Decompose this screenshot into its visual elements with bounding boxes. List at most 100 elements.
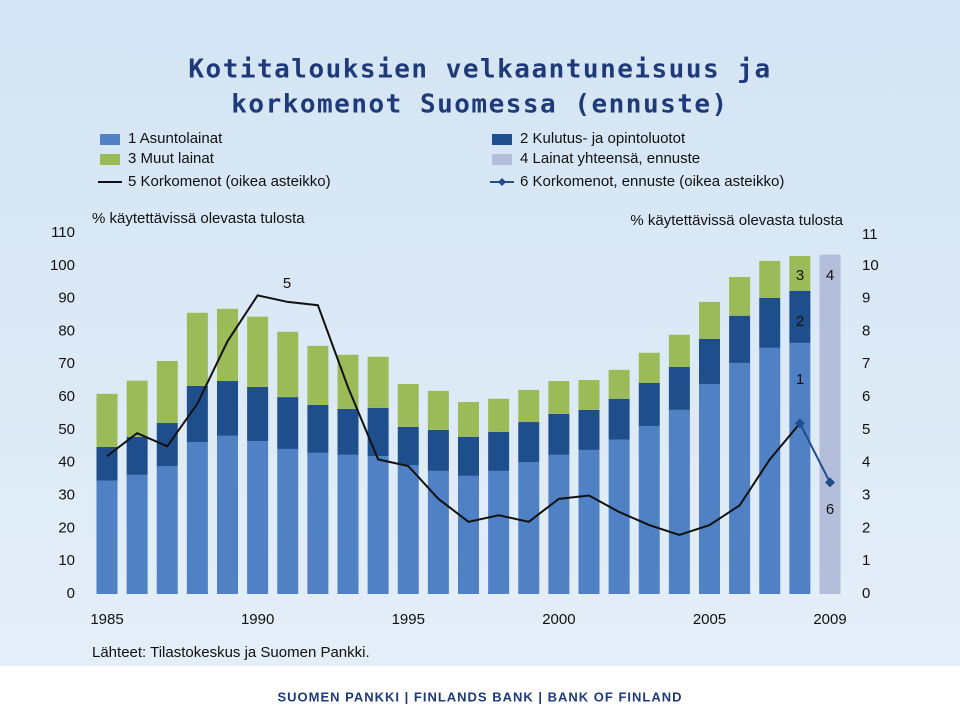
y-tick-label: 60 — [58, 388, 75, 405]
y2-tick-label: 6 — [862, 388, 870, 405]
legend-label: 5 Korkomenot (oikea asteikko) — [128, 173, 331, 190]
bar-segment — [608, 439, 630, 594]
y2-tick-label: 7 — [862, 355, 870, 372]
x-tick-label: 1990 — [241, 611, 274, 628]
bar-segment — [578, 449, 600, 594]
bar-segment — [337, 454, 359, 594]
bar-segment — [427, 429, 449, 471]
bar-segment — [96, 393, 118, 447]
bar-segment — [729, 315, 751, 363]
legend-label: 4 Lainat yhteensä, ennuste — [520, 150, 700, 167]
legend-label: 3 Muut lainat — [128, 150, 215, 167]
bar-segment — [307, 452, 329, 594]
bar-segment — [759, 347, 781, 594]
bar-segment — [488, 470, 510, 594]
bar-segment — [307, 404, 329, 453]
bar-segment — [156, 360, 178, 424]
bar-segment — [729, 276, 751, 316]
bar-segment — [789, 342, 811, 594]
annotation: 1 — [796, 371, 804, 388]
legend-marker — [498, 178, 506, 186]
bar-segment — [337, 354, 359, 409]
y2-tick-label: 5 — [862, 421, 870, 438]
legend-swatch — [100, 154, 120, 165]
bar-segment — [518, 462, 540, 594]
y2-tick-label: 2 — [862, 519, 870, 536]
bar-segment — [729, 362, 751, 594]
bar-segment — [156, 423, 178, 467]
x-tick-label: 1995 — [392, 611, 425, 628]
bar-segment — [427, 390, 449, 430]
bar-segment — [608, 398, 630, 440]
x-tick-label: 1985 — [90, 611, 123, 628]
bar-segment — [126, 474, 148, 594]
footer-band — [0, 666, 960, 707]
bar-segment — [186, 442, 208, 594]
bar-segment — [699, 339, 720, 384]
line-marker — [794, 418, 805, 429]
annotation: 6 — [826, 501, 834, 518]
bar-segment — [217, 381, 238, 436]
y-tick-label: 30 — [58, 487, 75, 504]
bar-segment — [247, 386, 269, 442]
bar-segment — [156, 466, 178, 594]
line — [106, 294, 801, 536]
bar-segment — [126, 436, 148, 475]
annotation: 4 — [826, 267, 834, 284]
legend-label: 2 Kulutus- ja opintoluotot — [520, 130, 686, 147]
y2-tick-label: 11 — [862, 226, 878, 243]
bar-segment — [668, 334, 690, 367]
source: Lähteet: Tilastokeskus ja Suomen Pankki. — [92, 644, 370, 661]
y-tick-label: 10 — [58, 552, 75, 569]
y-tick-label: 0 — [67, 585, 75, 602]
bar-segment — [458, 402, 479, 437]
bar-segment — [277, 397, 299, 449]
bar-segment — [307, 345, 329, 405]
bar-segment — [96, 480, 118, 594]
bar-segment — [367, 407, 389, 457]
bar-segment — [96, 446, 118, 481]
y2-tick-label: 3 — [862, 487, 870, 504]
bar-segment — [578, 409, 600, 450]
bar-segment — [819, 254, 841, 594]
y-tick-label: 90 — [58, 290, 75, 307]
y-tick-label: 40 — [58, 454, 75, 471]
y2-tick-label: 10 — [862, 257, 879, 274]
legend-swatch — [492, 154, 512, 165]
line — [798, 422, 831, 483]
y-tick-label: 70 — [58, 355, 75, 372]
chart-title: Kotitalouksien velkaantuneisuus ja — [188, 55, 771, 85]
bar-segment — [488, 398, 510, 432]
bar-segment — [277, 331, 299, 398]
bar-segment — [458, 475, 479, 594]
x-tick-label: 2009 — [813, 611, 846, 628]
line-marker — [825, 477, 835, 488]
y-tick-label: 80 — [58, 322, 75, 339]
bar-segment — [247, 441, 269, 594]
bar-segment — [397, 426, 419, 466]
annotation: 5 — [283, 275, 291, 292]
bar-segment — [277, 448, 299, 594]
y-tick-label: 50 — [58, 421, 75, 438]
bar-segment — [548, 381, 570, 414]
bar-segment — [217, 435, 238, 594]
legend-label: 1 Asuntolainat — [128, 130, 223, 147]
bar-segment — [699, 301, 720, 340]
bar-segment — [789, 290, 811, 343]
legend-swatch — [100, 134, 120, 145]
bar-segment — [217, 308, 238, 382]
annotation: 2 — [796, 313, 804, 330]
bar-segment — [126, 380, 148, 437]
y2-tick-label: 0 — [862, 585, 870, 602]
bar-segment — [548, 413, 570, 455]
y-tick-label: 100 — [50, 257, 75, 274]
bar-segment — [668, 366, 690, 410]
y2-tick-label: 9 — [862, 290, 870, 307]
bar-segment — [578, 380, 600, 410]
y2-tick-label: 1 — [862, 552, 870, 569]
chart-title: korkomenot Suomessa (ennuste) — [231, 90, 728, 120]
bar-segment — [759, 260, 781, 298]
x-tick-label: 2000 — [542, 611, 575, 628]
